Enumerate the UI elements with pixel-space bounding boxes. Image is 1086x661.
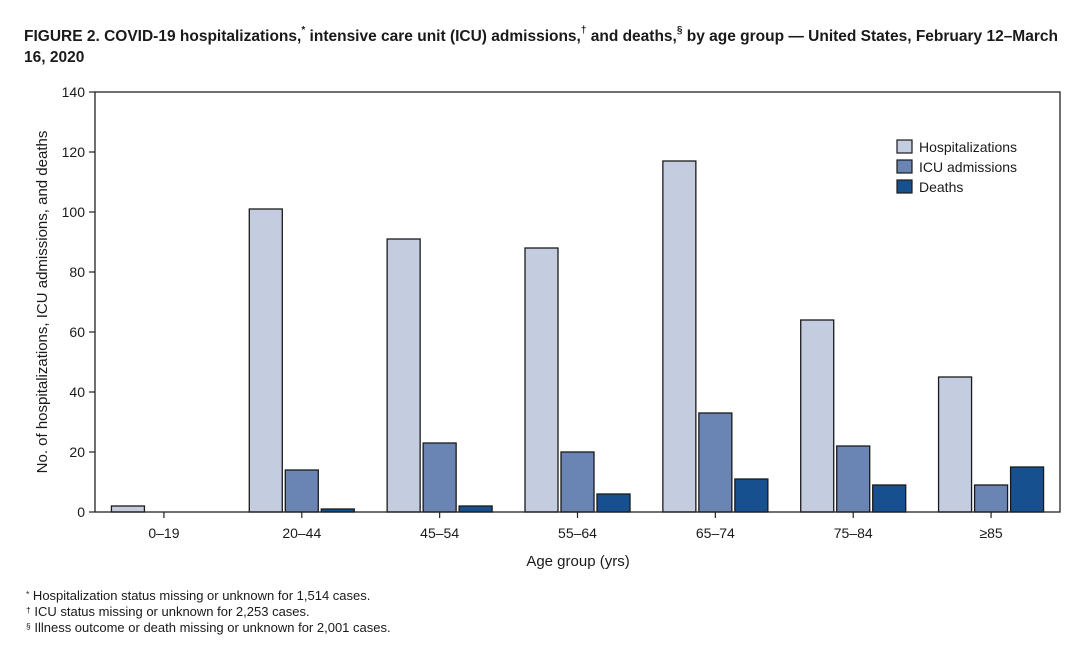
figure-title: FIGURE 2. COVID-19 hospitalizations,* in… bbox=[24, 25, 1074, 68]
bar-hospitalizations-1 bbox=[248, 208, 283, 513]
bar-hospitalizations-0 bbox=[110, 505, 146, 513]
x-tick-label: 20–44 bbox=[282, 525, 321, 541]
bar-deaths-2 bbox=[458, 505, 493, 513]
y-tick-label: 20 bbox=[69, 444, 85, 460]
y-tick-label: 0 bbox=[77, 504, 85, 520]
title-mark-3: § bbox=[676, 25, 683, 36]
footnote-icu: † ICU status missing or unknown for 2,25… bbox=[26, 604, 391, 620]
y-tick-label: 120 bbox=[62, 144, 86, 160]
legend-swatch bbox=[896, 159, 913, 174]
bar-deaths-6 bbox=[1009, 466, 1045, 513]
x-tick-label: ≥85 bbox=[979, 525, 1002, 541]
legend-label: Hospitalizations bbox=[919, 139, 1017, 155]
y-tick-label: 60 bbox=[69, 324, 85, 340]
footnote-text: ICU status missing or unknown for 2,253 … bbox=[30, 604, 310, 619]
legend-label: ICU admissions bbox=[919, 159, 1017, 175]
y-tick-label: 140 bbox=[62, 84, 86, 100]
bar-hospitalizations-4 bbox=[662, 160, 697, 513]
footnote-mark: * bbox=[26, 589, 30, 599]
legend-swatch bbox=[896, 139, 913, 154]
footnote-hospitalization: * Hospitalization status missing or unkn… bbox=[26, 588, 391, 604]
bar-hospitalizations-3 bbox=[524, 247, 559, 513]
bar-icu-admissions-3 bbox=[560, 451, 595, 513]
footnote-text: Hospitalization status missing or unknow… bbox=[29, 588, 371, 603]
x-axis: 0–19 20–44 45–54 55–64 65–74 75–84 ≥85 bbox=[148, 512, 1003, 541]
bar-icu-admissions-1 bbox=[284, 469, 319, 513]
bar-hospitalizations-5 bbox=[800, 319, 835, 513]
title-text-2: intensive care unit (ICU) admissions, bbox=[305, 28, 581, 45]
x-tick-label: 75–84 bbox=[834, 525, 873, 541]
footnote-text: Illness outcome or death missing or unkn… bbox=[30, 620, 391, 635]
bar-hospitalizations-2 bbox=[386, 238, 421, 513]
footnote-death: § Illness outcome or death missing or un… bbox=[26, 620, 391, 636]
bar-deaths-3 bbox=[596, 493, 631, 513]
bar-deaths-5 bbox=[872, 484, 907, 513]
bars-layer bbox=[110, 160, 1045, 513]
footnotes: * Hospitalization status missing or unkn… bbox=[26, 588, 391, 636]
legend-label: Deaths bbox=[919, 179, 963, 195]
y-axis: 0 20 40 60 80 100 120 140 bbox=[62, 84, 95, 520]
bar-icu-admissions-4 bbox=[698, 412, 733, 513]
x-tick-label: 55–64 bbox=[558, 525, 597, 541]
bar-icu-admissions-2 bbox=[422, 442, 457, 513]
footnote-mark: § bbox=[26, 621, 31, 631]
y-tick-label: 80 bbox=[69, 264, 85, 280]
footnote-mark: † bbox=[26, 605, 31, 615]
x-tick-label: 0–19 bbox=[148, 525, 179, 541]
legend-swatch bbox=[896, 179, 913, 194]
bar-hospitalizations-6 bbox=[937, 376, 973, 513]
bar-icu-admissions-6 bbox=[973, 484, 1009, 513]
title-mark-1: * bbox=[301, 25, 306, 36]
x-tick-label: 65–74 bbox=[696, 525, 735, 541]
title-text-4: by age group — United States, February 1… bbox=[24, 28, 1058, 66]
x-axis-label: Age group (yrs) bbox=[526, 553, 629, 570]
title-mark-2: † bbox=[580, 25, 587, 36]
title-text-1: FIGURE 2. COVID-19 hospitalizations, bbox=[24, 28, 302, 45]
y-axis-label: No. of hospitalizations, ICU admissions,… bbox=[34, 131, 51, 474]
y-tick-label: 100 bbox=[62, 204, 86, 220]
bar-icu-admissions-5 bbox=[836, 445, 871, 513]
plot-frame bbox=[94, 91, 1061, 513]
title-text-3: and deaths, bbox=[586, 28, 677, 45]
x-tick-label: 45–54 bbox=[420, 525, 459, 541]
legend: Hospitalizations ICU admissions Deaths bbox=[896, 139, 1017, 195]
bar-deaths-4 bbox=[734, 478, 769, 513]
y-tick-label: 40 bbox=[69, 384, 85, 400]
